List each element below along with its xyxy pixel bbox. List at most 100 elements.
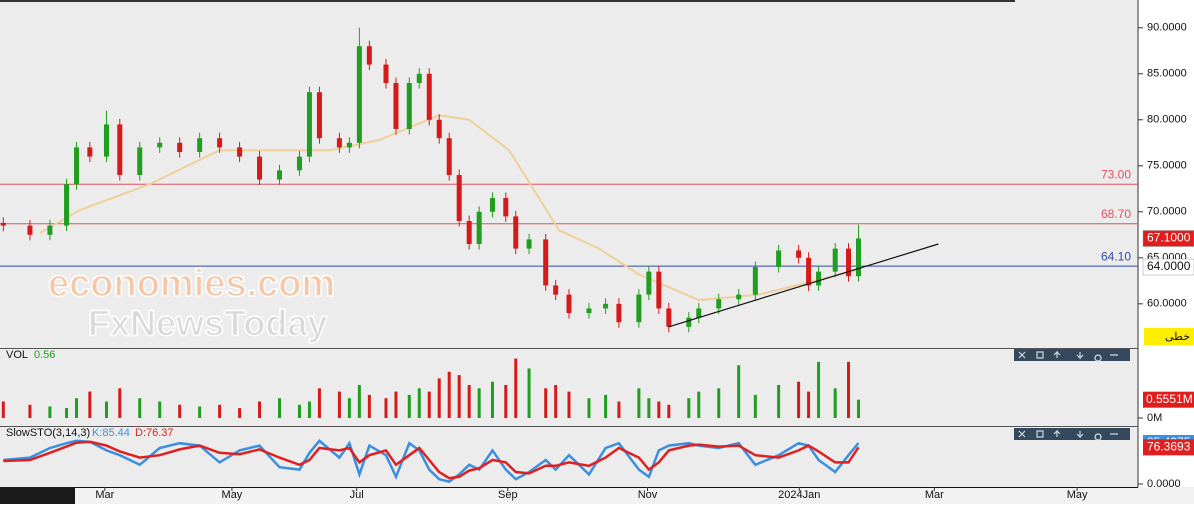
volume-bar — [407, 394, 411, 418]
x-axis-bg — [0, 487, 1194, 504]
candle-body — [476, 211, 482, 245]
candle-body — [0, 222, 6, 226]
candle-body — [466, 221, 472, 245]
candle-body — [446, 138, 452, 175]
candle-body — [586, 308, 592, 314]
volume-bar — [477, 388, 481, 418]
candle-body — [177, 142, 183, 152]
candle-body — [816, 271, 822, 286]
candle-body — [603, 303, 609, 309]
volume-bar — [118, 388, 122, 418]
watermark: FxNewsToday — [88, 303, 327, 344]
volume-bar — [647, 398, 651, 418]
candle-body — [656, 271, 662, 309]
volume-bar — [437, 378, 441, 418]
candle-body — [393, 82, 399, 129]
candle-body — [436, 119, 442, 139]
candle-body — [855, 238, 861, 277]
volume-bar — [554, 385, 558, 418]
volume-bar — [604, 394, 608, 418]
volume-bar — [637, 388, 641, 418]
toolbar-icons[interactable] — [1018, 350, 1118, 362]
candle-body — [526, 239, 532, 249]
volume-bar — [75, 398, 79, 418]
level-label: 68.70 — [1101, 207, 1131, 221]
trendline — [668, 243, 939, 328]
candle-body — [157, 142, 163, 148]
x-tick-label: Nov — [638, 489, 658, 501]
candle-body — [336, 138, 342, 148]
candle-body — [776, 250, 782, 268]
candle-body — [87, 147, 93, 157]
candle-body — [566, 294, 572, 314]
stoch-d-line — [3, 440, 860, 480]
y-tick-label: 85.0000 — [1147, 68, 1187, 80]
candle-body — [686, 317, 692, 327]
mode-badge-bg[interactable] — [1144, 328, 1194, 345]
stoch-d-text: D:76.37 — [135, 427, 174, 439]
volume-bar — [65, 408, 69, 418]
volume-bar — [198, 406, 202, 418]
price-badge-bg — [1142, 258, 1194, 276]
candle-body — [306, 92, 312, 157]
y-tick-label: 0.0000 — [1147, 478, 1181, 490]
candle-body — [426, 73, 432, 120]
candle-body — [137, 147, 143, 175]
volume-bar — [427, 391, 431, 418]
candle-body — [616, 303, 622, 323]
volume-bar — [447, 371, 451, 418]
volume-bar — [347, 398, 351, 418]
candle-body — [296, 156, 302, 171]
candle-body — [666, 308, 672, 327]
candle-body — [197, 138, 203, 152]
volume-bar — [657, 401, 661, 418]
y-tick-label: 60.0000 — [1147, 298, 1187, 310]
volume-bar — [807, 391, 811, 418]
volume-bar — [753, 394, 757, 418]
volume-bar — [28, 404, 32, 418]
x-tick-label: Mar — [95, 489, 114, 501]
volume-bar — [617, 401, 621, 418]
volume-bar — [467, 385, 471, 418]
volume-bar — [667, 404, 671, 418]
y-tick-label: 80.0000 — [1147, 114, 1187, 126]
candle-body — [716, 299, 722, 309]
level-label: 73.00 — [1101, 167, 1131, 181]
volume-badge-bg — [1143, 391, 1194, 408]
stoch-k-text: K:85.44 — [92, 427, 130, 439]
candle-body — [117, 124, 123, 175]
candle-body — [736, 294, 742, 300]
candle-body — [646, 271, 652, 295]
stoch-badge-bg — [1143, 439, 1194, 456]
volume-bar — [258, 401, 262, 418]
volume-bar — [104, 401, 108, 418]
candle-body — [806, 257, 812, 286]
candle-body — [237, 147, 243, 157]
candle-body — [103, 124, 109, 157]
candle-body — [64, 184, 70, 226]
volume-bar — [847, 361, 851, 418]
candle-body — [846, 248, 852, 277]
volume-bar — [48, 406, 52, 418]
volume-bar — [856, 399, 860, 418]
y-tick-label: 75.0000 — [1147, 160, 1187, 172]
volume-bar — [457, 375, 461, 418]
candle-body — [406, 82, 412, 129]
candle-body — [366, 46, 372, 65]
stoch-title: SlowSTO(3,14,3) — [6, 427, 90, 439]
toolbar-icons[interactable] — [1018, 429, 1118, 441]
axis-bg — [1138, 0, 1194, 504]
candle-body — [346, 142, 352, 148]
y-tick-label: 70.0000 — [1147, 206, 1187, 218]
candle-body — [543, 239, 549, 286]
candle-body — [503, 198, 509, 217]
volume-bar — [1, 401, 5, 418]
volume-bar — [367, 394, 371, 418]
x-tick-label: Mar — [925, 489, 944, 501]
mode-badge[interactable]: خطی — [1165, 331, 1190, 343]
volume-bar — [384, 398, 388, 418]
volume-bar — [717, 388, 721, 418]
candle-body — [553, 285, 559, 295]
price-badge: 64.0000 — [1147, 259, 1191, 273]
x-tick-label: May — [1067, 489, 1088, 501]
